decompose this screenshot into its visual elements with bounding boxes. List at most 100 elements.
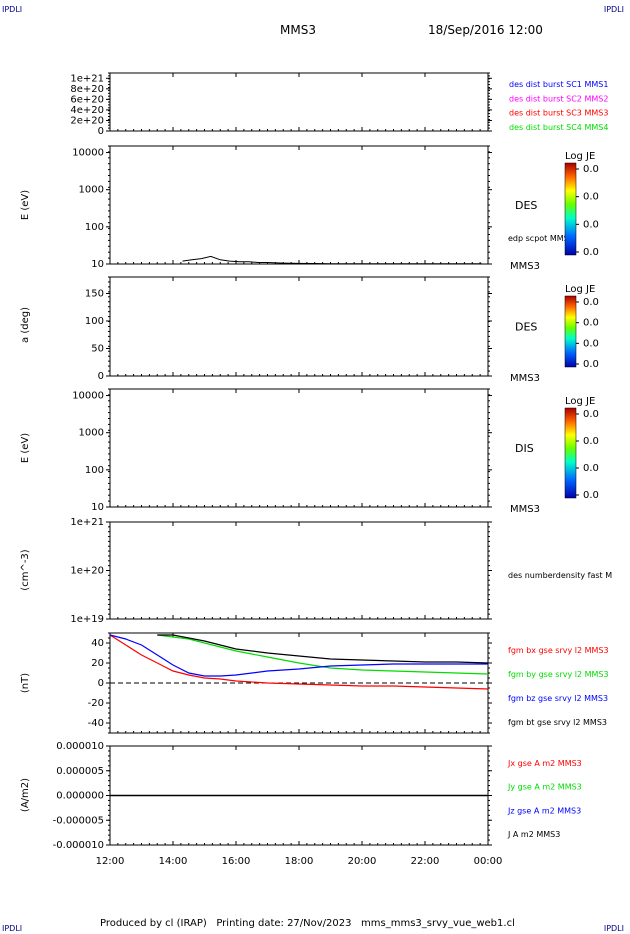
y-tick-label: 0.000005 (56, 766, 104, 777)
y-tick-label: 10000 (72, 391, 104, 402)
y-tick-label: 150 (85, 289, 104, 300)
colorbar-value: 0.0 (583, 164, 599, 175)
y-tick-label: 10 (91, 502, 104, 513)
side-label: DES (515, 199, 537, 212)
y-tick-label: 8e+20 (70, 84, 104, 95)
y-tick-label: 1e+20 (70, 566, 104, 577)
colorbar-title: Log JE (565, 284, 595, 295)
series-line-black (157, 634, 489, 664)
y-tick-label: 0 (98, 371, 104, 382)
y-tick-label: 1000 (79, 428, 104, 439)
y-tick-label: 1e+21 (70, 517, 104, 528)
colorbar-value: 0.0 (583, 436, 599, 447)
colorbar-title: Log JE (565, 396, 595, 407)
colorbar-value: 0.0 (583, 338, 599, 349)
colorbar-value: 0.0 (583, 192, 599, 203)
y-axis-label: (nT) (20, 673, 31, 693)
series-line-blue (109, 634, 488, 677)
panel-frame (109, 145, 489, 265)
legend-entry: fgm bx gse srvy l2 MMS3 (508, 646, 609, 655)
y-tick-label: -0.000005 (53, 815, 104, 826)
legend-entry: fgm bt gse srvy l2 MMS3 (508, 718, 607, 727)
y-tick-label: -40 (88, 718, 104, 729)
y-tick-label: 50 (91, 344, 104, 355)
y-tick-label: 20 (91, 658, 104, 669)
y-tick-label: 0 (98, 678, 104, 689)
legend-entry: des dist burst SC4 MMS4 (509, 123, 608, 132)
y-tick-label: -20 (88, 698, 104, 709)
y-tick-label: 1000 (79, 185, 104, 196)
y-tick-label: 0.000000 (56, 791, 104, 802)
x-tick-label: 12:00 (96, 856, 125, 867)
corner-mark-bottom-left: IPDLI (2, 924, 23, 933)
y-axis-label: E (eV) (20, 433, 31, 463)
y-tick-label: 10 (91, 259, 104, 270)
legend-entry: des dist burst SC1 MMS1 (509, 80, 608, 89)
x-tick-label: 22:00 (411, 856, 440, 867)
y-tick-label: 100 (85, 316, 104, 327)
y-tick-label: 6e+20 (70, 94, 104, 105)
overlay-label: edp scpot MMS3 (508, 234, 574, 243)
y-tick-label: 100 (85, 465, 104, 476)
panel-frame (109, 521, 489, 620)
scpot-trace (182, 255, 482, 265)
legend-entry: J A m2 MMS3 (507, 830, 560, 839)
x-tick-label: 20:00 (348, 856, 377, 867)
spacecraft-label: MMS3 (510, 373, 540, 384)
y-axis-label: (A/m2) (20, 778, 31, 812)
corner-mark-top-left: IPDLI (2, 5, 23, 14)
footer-credit: Produced by cl (IRAP) Printing date: 27/… (100, 918, 515, 929)
x-tick-label: 14:00 (159, 856, 188, 867)
series-line-green (157, 634, 489, 675)
legend-entry: des numberdensity fast M (508, 571, 612, 580)
y-tick-label: 40 (91, 638, 104, 649)
spacecraft-label: MMS3 (510, 261, 540, 272)
corner-mark-top-right: IPDLI (603, 5, 624, 14)
side-label: DES (515, 321, 537, 334)
colorbar-value: 0.0 (583, 219, 599, 230)
y-axis-label: a (deg) (20, 307, 31, 343)
colorbar (564, 162, 577, 256)
series-line-red (109, 634, 489, 690)
spacecraft-label: MMS3 (510, 504, 540, 515)
y-tick-label: 0.000010 (56, 741, 104, 752)
side-label: DIS (515, 442, 534, 455)
legend-entry: Jz gse A m2 MMS3 (507, 806, 581, 815)
legend-entry: Jx gse A m2 MMS3 (507, 759, 582, 768)
y-tick-label: 1e+19 (70, 614, 104, 625)
spacecraft-title: MMS3 (280, 23, 316, 37)
legend-entry: des dist burst SC2 MMS2 (509, 94, 608, 103)
y-tick-label: 4e+20 (70, 105, 104, 116)
colorbar-value: 0.0 (583, 409, 599, 420)
y-axis-label: (cm^-3) (20, 549, 31, 590)
corner-mark-bottom-right: IPDLI (603, 924, 624, 933)
legend-entry: des dist burst SC3 MMS3 (509, 109, 608, 118)
y-tick-label: 100 (85, 222, 104, 233)
x-tick-label: 16:00 (222, 856, 251, 867)
x-tick-label: 18:00 (285, 856, 314, 867)
colorbar-value: 0.0 (583, 359, 599, 370)
y-axis-label: E (eV) (20, 190, 31, 220)
legend-entry: fgm by gse srvy l2 MMS3 (508, 670, 609, 679)
panel-frame (109, 388, 489, 508)
colorbar-value: 0.0 (583, 463, 599, 474)
colorbar (564, 407, 577, 499)
colorbar-title: Log JE (565, 151, 595, 162)
legend-entry: fgm bz gse srvy l2 MMS3 (508, 694, 608, 703)
colorbar-value: 0.0 (583, 318, 599, 329)
legend-entry: Jy gse A m2 MMS3 (507, 783, 582, 792)
panel-frame (109, 72, 489, 132)
x-tick-label: 00:00 (474, 856, 503, 867)
datetime-title: 18/Sep/2016 12:00 (428, 23, 543, 37)
y-tick-label: 2e+20 (70, 115, 104, 126)
colorbar-value: 0.0 (583, 297, 599, 308)
y-tick-label: 1e+21 (70, 73, 104, 84)
y-tick-label: -0.000010 (53, 840, 104, 851)
panel-frame (109, 276, 489, 377)
colorbar-value: 0.0 (583, 490, 599, 501)
colorbar (564, 295, 577, 368)
y-tick-label: 0 (98, 126, 104, 137)
y-tick-label: 10000 (72, 148, 104, 159)
colorbar-value: 0.0 (583, 247, 599, 258)
